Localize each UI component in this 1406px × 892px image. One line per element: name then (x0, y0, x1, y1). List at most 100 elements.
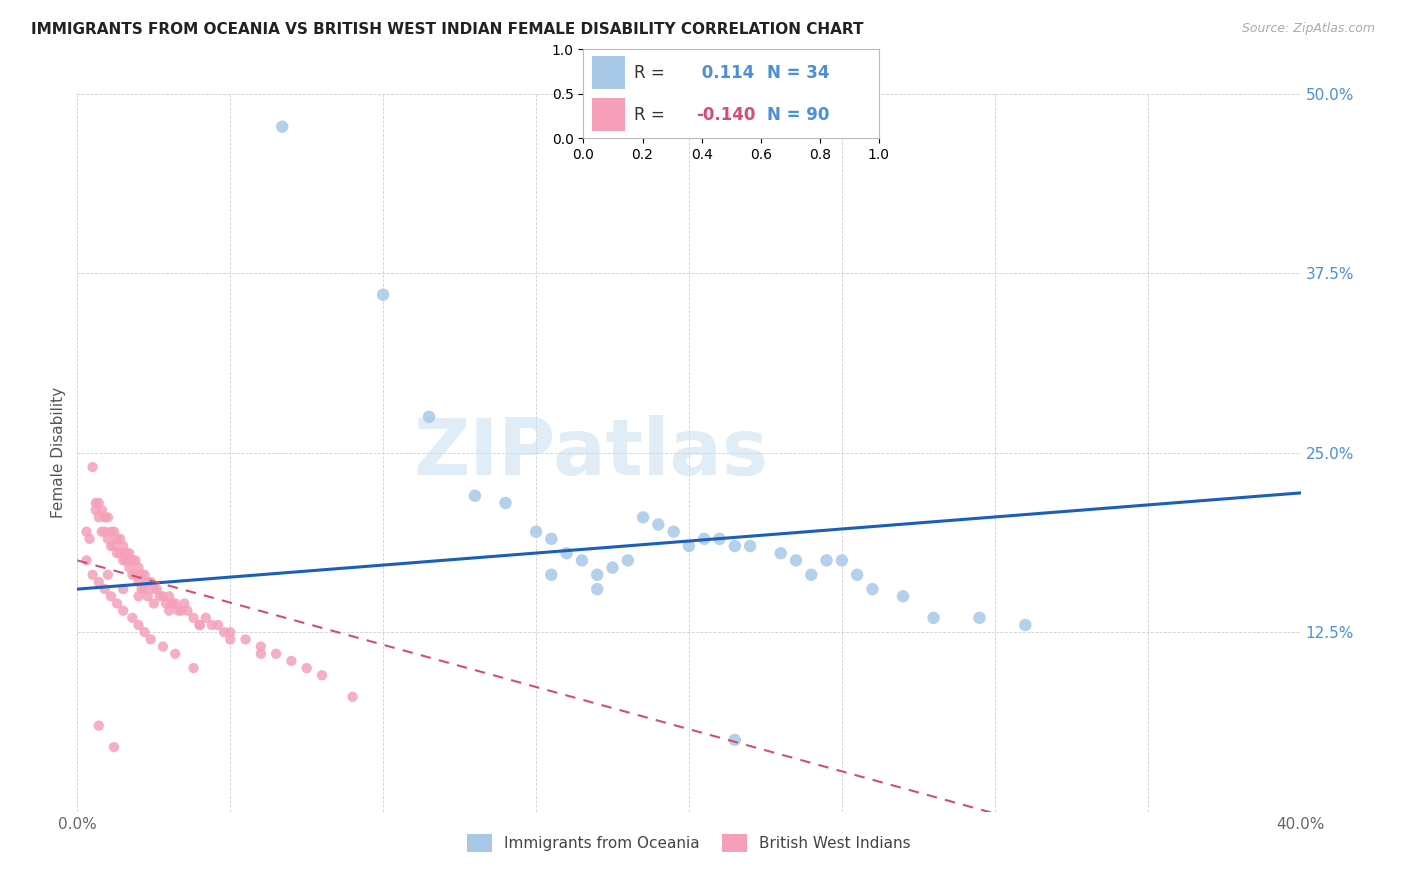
Point (602, 560, 624, 574)
Point (922, 611, 945, 625)
Point (155, 597, 177, 611)
Point (100, 590, 122, 604)
Point (176, 604, 198, 618)
Point (118, 560, 141, 574)
Point (103, 524, 125, 539)
Point (142, 582, 165, 596)
Point (183, 661, 205, 675)
Point (103, 539, 125, 553)
Point (662, 524, 685, 539)
Point (112, 582, 135, 596)
Point (647, 517, 669, 532)
Point (709, 532, 731, 546)
Point (79, 532, 101, 546)
Point (124, 553, 146, 567)
Point (280, 654, 302, 668)
Point (194, 611, 217, 625)
Point (815, 553, 838, 567)
Point (100, 524, 122, 539)
Point (87, 510, 110, 524)
Point (76, 553, 98, 567)
Point (84, 503, 107, 517)
Point (785, 553, 807, 567)
Point (311, 668, 333, 682)
Point (127, 574, 149, 589)
Point (495, 496, 517, 510)
Point (250, 647, 273, 661)
Point (149, 590, 172, 604)
Point (131, 582, 153, 596)
Point (127, 618, 149, 632)
Point (118, 546, 141, 560)
Point (157, 604, 180, 618)
Point (82, 460, 104, 475)
Point (112, 539, 135, 553)
Point (183, 611, 205, 625)
Point (693, 532, 716, 546)
Point (160, 597, 183, 611)
Point (97, 532, 120, 546)
Point (207, 618, 229, 632)
Point (464, 489, 486, 503)
Point (250, 640, 273, 654)
Point (84, 496, 107, 510)
Point (112, 553, 135, 567)
Point (165, 647, 187, 661)
Point (90, 503, 112, 517)
Point (740, 539, 762, 553)
Point (418, 409, 440, 424)
Point (167, 604, 190, 618)
Point (94, 524, 117, 539)
Point (862, 582, 884, 596)
Point (264, 647, 287, 661)
Point (136, 574, 159, 589)
Point (212, 625, 235, 640)
Point (94, 510, 117, 524)
Text: R =: R = (634, 63, 665, 82)
Point (100, 539, 122, 553)
Point (586, 582, 609, 596)
Point (586, 567, 609, 582)
Point (219, 625, 242, 640)
Text: N = 90: N = 90 (766, 105, 830, 124)
Point (134, 582, 156, 596)
Point (97, 510, 120, 524)
Point (724, 733, 747, 747)
FancyBboxPatch shape (592, 98, 624, 131)
Y-axis label: Female Disability: Female Disability (51, 387, 66, 518)
Point (76, 524, 98, 539)
Point (134, 625, 156, 640)
Point (219, 632, 242, 647)
Text: IMMIGRANTS FROM OCEANIA VS BRITISH WEST INDIAN FEMALE DISABILITY CORRELATION CHA: IMMIGRANTS FROM OCEANIA VS BRITISH WEST … (31, 22, 863, 37)
Point (87, 574, 110, 589)
Point (134, 567, 156, 582)
Point (678, 539, 700, 553)
Point (97, 567, 120, 582)
Point (87, 496, 110, 510)
Point (94, 582, 117, 596)
Point (342, 690, 364, 704)
Point (170, 604, 193, 618)
Point (115, 553, 138, 567)
Point (235, 632, 257, 647)
Point (121, 611, 143, 625)
Point (540, 567, 562, 582)
Point (146, 582, 169, 596)
Point (82, 567, 104, 582)
Point (112, 604, 135, 618)
Point (173, 597, 195, 611)
Point (157, 590, 180, 604)
Text: N = 34: N = 34 (766, 63, 830, 82)
Point (108, 532, 131, 546)
FancyBboxPatch shape (592, 56, 624, 89)
Point (87, 718, 110, 732)
Legend: Immigrants from Oceania, British West Indians: Immigrants from Oceania, British West In… (461, 828, 917, 858)
Text: Source: ZipAtlas.com: Source: ZipAtlas.com (1241, 22, 1375, 36)
Text: ZIPatlas: ZIPatlas (413, 415, 769, 491)
Point (127, 560, 149, 574)
Point (555, 546, 578, 560)
Point (139, 632, 162, 647)
Point (136, 590, 159, 604)
Point (115, 546, 138, 560)
Point (165, 597, 187, 611)
